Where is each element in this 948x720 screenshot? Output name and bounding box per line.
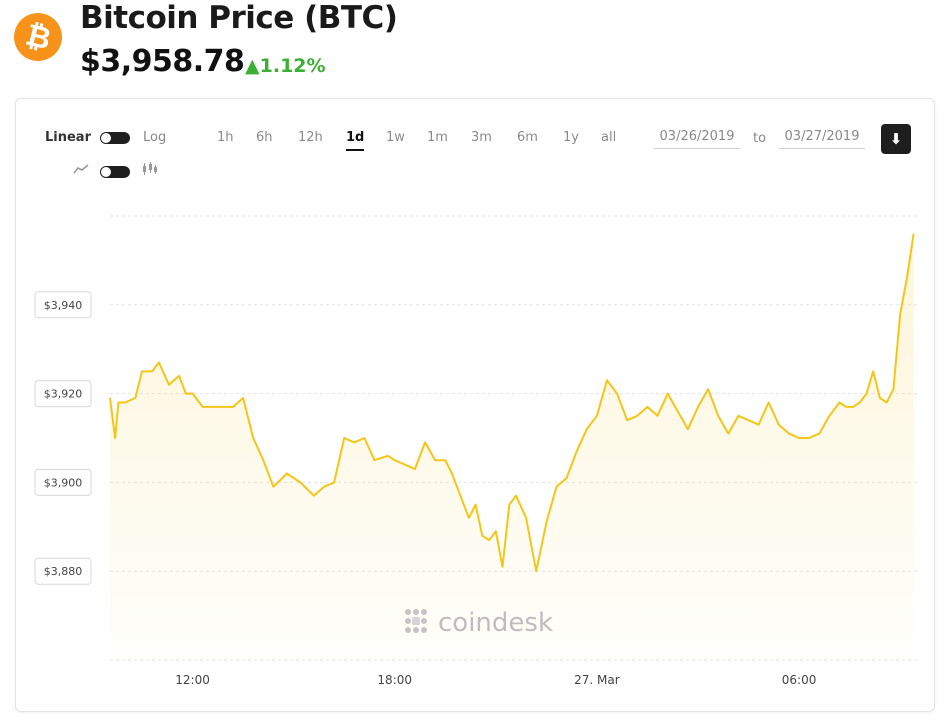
download-button[interactable]: ⬇	[881, 124, 911, 154]
range-6m[interactable]: 6m	[517, 130, 538, 145]
y-tick-label: $3,900	[34, 468, 92, 496]
y-tick-box	[34, 557, 92, 585]
range-6h[interactable]: 6h	[256, 130, 273, 145]
x-tick-label: 27. Mar	[574, 673, 620, 687]
watermark-text: coindesk	[438, 608, 553, 638]
y-tick-box	[34, 291, 92, 319]
y-tick-text: $3,880	[44, 565, 83, 578]
range-all[interactable]: all	[601, 130, 617, 145]
line-chart-icon	[73, 163, 89, 179]
price-area-fill	[110, 233, 914, 661]
y-tick-box	[34, 380, 92, 408]
price-change: ▲1.12%	[245, 55, 326, 77]
range-1d[interactable]: 1d	[346, 130, 365, 151]
ticker: (BTC)	[304, 0, 398, 36]
y-tick-text: $3,900	[44, 476, 83, 489]
coindesk-watermark: coindesk	[405, 608, 553, 638]
scale-log-label: Log	[143, 130, 167, 145]
y-tick-label: $3,920	[34, 380, 92, 408]
date-from-input[interactable]	[654, 124, 740, 149]
price-line	[109, 233, 915, 573]
scale-toggle[interactable]	[100, 132, 130, 144]
range-1m[interactable]: 1m	[427, 130, 448, 145]
y-tick-label: $3,940	[34, 291, 92, 319]
y-tick-label: $3,880	[34, 557, 92, 585]
x-tick-label: 12:00	[175, 673, 210, 687]
date-to-label: to	[753, 131, 767, 146]
y-tick-text: $3,940	[44, 299, 83, 312]
up-arrow-icon: ▲	[245, 55, 260, 77]
page-title: Bitcoin Price (BTC)	[80, 0, 398, 36]
date-to-input[interactable]	[779, 124, 865, 149]
x-tick-label: 06:00	[782, 673, 817, 687]
chart-type-toggle[interactable]	[100, 166, 130, 178]
range-1h[interactable]: 1h	[217, 130, 234, 145]
range-12h[interactable]: 12h	[298, 130, 323, 145]
x-tick-label: 18:00	[377, 673, 412, 687]
range-1y[interactable]: 1y	[563, 130, 579, 145]
download-icon: ⬇	[889, 130, 903, 148]
y-tick-box	[34, 468, 92, 496]
price-change-value: 1.12%	[259, 55, 326, 77]
candlestick-icon	[142, 162, 158, 180]
bitcoin-logo-icon: ₿	[14, 13, 62, 61]
coindesk-logo-icon	[405, 609, 427, 633]
scale-linear-label: Linear	[45, 130, 91, 145]
range-1w[interactable]: 1w	[386, 130, 405, 145]
range-3m[interactable]: 3m	[471, 130, 492, 145]
y-tick-text: $3,920	[44, 388, 83, 401]
current-price: $3,958.78	[80, 44, 245, 79]
